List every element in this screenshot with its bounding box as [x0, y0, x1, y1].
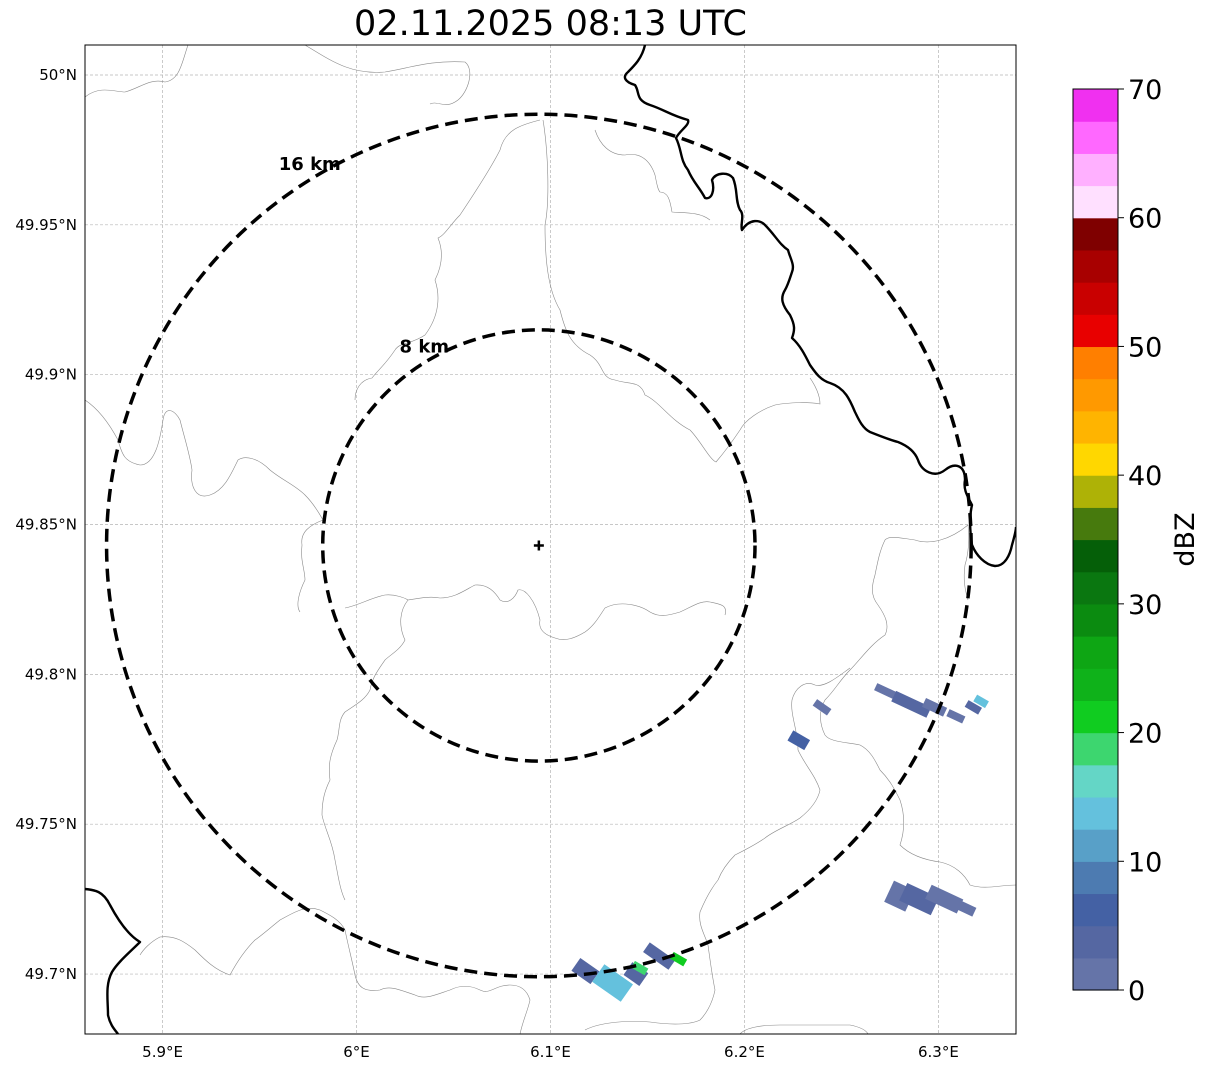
radar-echo	[964, 700, 982, 715]
boundary-line	[304, 45, 471, 105]
boundary-line	[407, 584, 726, 640]
colorbar-segment	[1073, 378, 1118, 412]
range-ring-label: 16 km	[279, 154, 341, 175]
colorbar-segment	[1073, 346, 1118, 380]
lon-tick-label: 6.2°E	[724, 1043, 765, 1061]
lat-tick-label: 49.75°N	[15, 815, 77, 833]
boundary-line	[354, 119, 541, 401]
boundary-line	[594, 129, 711, 221]
colorbar-segment	[1073, 442, 1118, 476]
admin-boundaries	[85, 45, 1016, 1034]
colorbar-segment	[1073, 732, 1118, 766]
colorbar-tick-label: 20	[1128, 719, 1162, 750]
radar-echo	[954, 899, 977, 917]
axes-labels: 5.9°E 6°E 6.1°E 6.2°E 6.3°E 50°N 49.95°N 49.9°N…	[15, 66, 959, 1061]
colorbar-segment	[1073, 603, 1118, 637]
boundary-line	[542, 119, 821, 463]
colorbar-segment	[1073, 925, 1118, 959]
range-ring-label: 8 km	[400, 337, 450, 358]
radar-echo	[946, 709, 966, 724]
map-area: 16 km 8 km	[84, 44, 1017, 1035]
radar-echo	[891, 690, 932, 718]
lat-tick-label: 49.7°N	[25, 965, 77, 983]
national-border-line	[85, 887, 142, 1034]
lon-tick-label: 6.3°E	[918, 1043, 959, 1061]
lon-tick-label: 5.9°E	[142, 1043, 183, 1061]
colorbar-segment	[1073, 314, 1118, 348]
boundary-line	[321, 594, 409, 901]
radar-echo	[925, 884, 964, 914]
colorbar-segment	[1073, 185, 1118, 219]
lat-tick-label: 49.95°N	[15, 216, 77, 234]
colorbar-segment	[1073, 796, 1118, 830]
radar-echo	[921, 698, 948, 717]
boundary-line	[139, 908, 531, 1034]
colorbar-segment	[1073, 410, 1118, 444]
colorbar-frame	[1072, 88, 1119, 991]
boundary-line	[963, 524, 970, 601]
colorbar-tick-label: 30	[1128, 590, 1162, 621]
colorbar-segment	[1073, 282, 1118, 315]
colorbar-segment	[1073, 700, 1118, 734]
colorbar-tick-label: 50	[1128, 332, 1162, 363]
boundary-line	[739, 1024, 869, 1034]
radar-echo	[973, 694, 989, 709]
map-title: 02.11.2025 08:13 UTC	[354, 4, 747, 44]
range-ring-16km	[104, 112, 973, 979]
colorbar-segment	[1073, 89, 1118, 122]
colorbar-segment	[1073, 153, 1118, 187]
colorbar-label: dBZ	[1170, 512, 1201, 566]
radar-echo	[787, 730, 811, 751]
lat-tick-label: 49.9°N	[25, 366, 77, 384]
colorbar-segment	[1073, 249, 1118, 283]
lon-tick-label: 6°E	[343, 1043, 370, 1061]
lon-tick-label: 6.1°E	[530, 1043, 571, 1061]
boundary-line	[85, 45, 189, 98]
radar-echo	[571, 958, 600, 985]
colorbar-segment	[1073, 539, 1118, 573]
colorbar-segment	[1073, 217, 1118, 251]
radar-site-marker	[533, 540, 544, 551]
range-rings: 16 km 8 km	[104, 112, 973, 979]
colorbar-tick-label: 40	[1128, 461, 1162, 492]
lat-tick-label: 49.8°N	[25, 665, 77, 683]
colorbar-tick-label: 0	[1128, 976, 1145, 1007]
colorbar-segment	[1073, 121, 1118, 154]
radar-echo	[812, 699, 832, 716]
colorbar-segment	[1073, 764, 1118, 798]
colorbar-segment	[1073, 829, 1118, 862]
boundary-line	[297, 519, 324, 613]
colorbar-segment	[1073, 475, 1118, 508]
colorbar-segment	[1073, 893, 1118, 927]
boundary-line	[820, 524, 1016, 888]
colorbar-segment	[1073, 957, 1118, 991]
colorbar-segment	[1073, 636, 1118, 669]
colorbar-segment	[1073, 571, 1118, 605]
radar-echo	[592, 964, 633, 1002]
colorbar: 0 10 20 30 40 50 60 70 dBZ	[1072, 75, 1201, 1007]
range-ring-8km	[320, 328, 757, 763]
boundary-line	[85, 399, 324, 521]
colorbar-segment	[1073, 507, 1118, 541]
colorbar-segment	[1073, 861, 1118, 895]
colorbar-tick-label: 60	[1128, 204, 1162, 235]
colorbar-segment	[1073, 668, 1118, 701]
boundary-line	[584, 667, 851, 1031]
colorbar-tick-label: 70	[1128, 75, 1162, 106]
radar-echo	[899, 882, 939, 916]
gridlines	[85, 45, 1016, 1034]
lat-tick-label: 50°N	[39, 66, 77, 84]
radar-echo	[643, 942, 676, 970]
radar-echoes	[571, 683, 989, 1002]
lat-tick-label: 49.85°N	[15, 516, 77, 534]
colorbar-tick-label: 10	[1128, 847, 1162, 878]
